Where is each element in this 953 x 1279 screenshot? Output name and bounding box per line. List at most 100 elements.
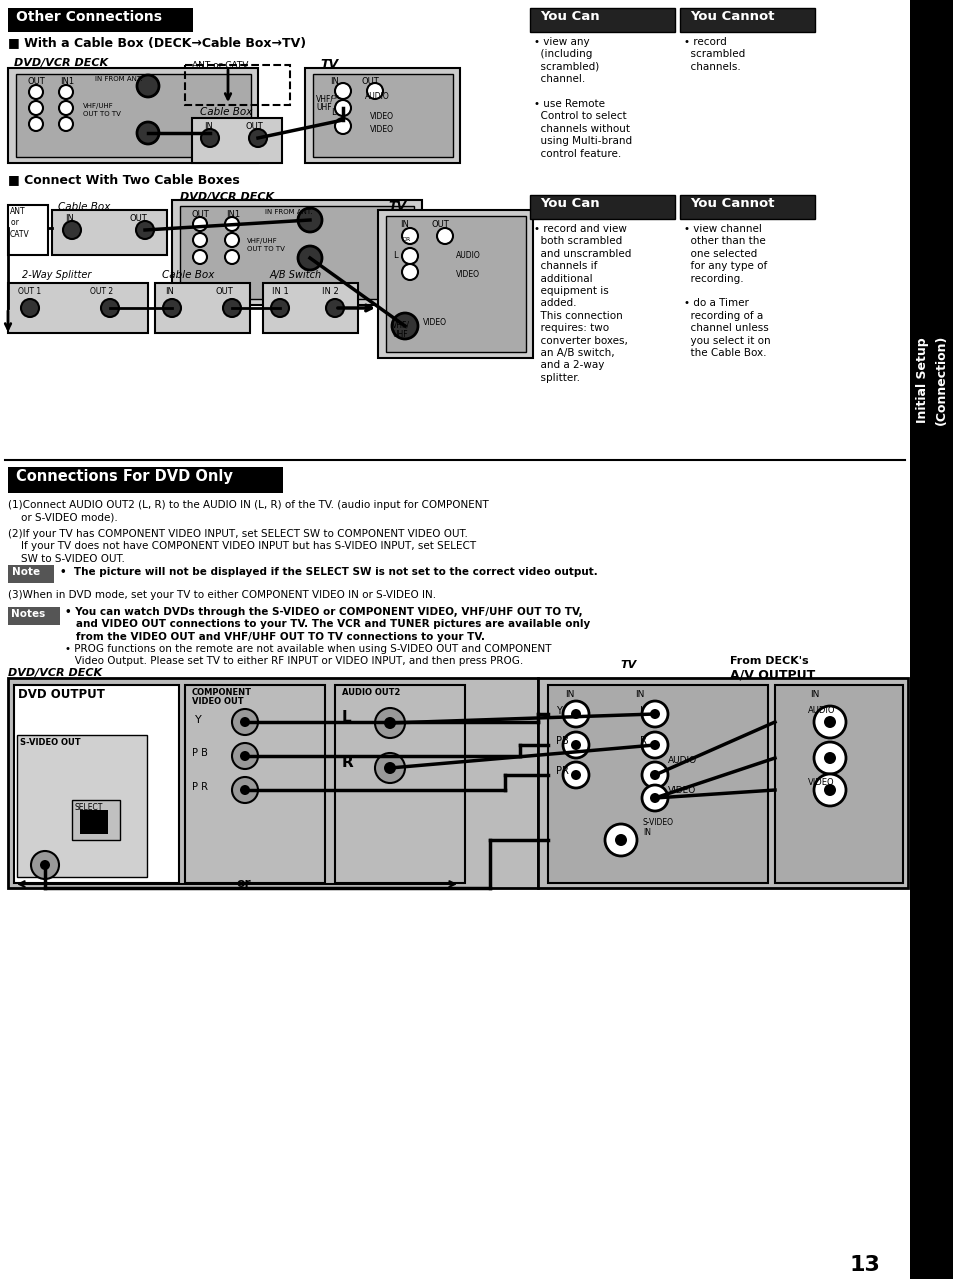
Text: You Cannot: You Cannot bbox=[689, 197, 774, 210]
Text: IN1: IN1 bbox=[226, 210, 240, 219]
Text: (1)Connect AUDIO OUT2 (L, R) to the AUDIO IN (L, R) of the TV. (audio input for : (1)Connect AUDIO OUT2 (L, R) to the AUDI… bbox=[8, 500, 488, 522]
Circle shape bbox=[163, 299, 181, 317]
Circle shape bbox=[367, 83, 382, 98]
Circle shape bbox=[562, 701, 588, 726]
Text: •  The picture will not be displayed if the SELECT SW is not set to the correct : • The picture will not be displayed if t… bbox=[60, 567, 598, 577]
Text: AUDIO: AUDIO bbox=[807, 706, 835, 715]
Circle shape bbox=[384, 718, 395, 729]
Text: PB: PB bbox=[556, 735, 568, 746]
Circle shape bbox=[375, 753, 405, 783]
Bar bbox=[17, 735, 147, 877]
Text: TV: TV bbox=[319, 58, 337, 72]
Bar bbox=[16, 74, 251, 157]
Text: COMPONENT: COMPONENT bbox=[192, 688, 252, 697]
Text: IN: IN bbox=[399, 220, 409, 229]
Circle shape bbox=[137, 122, 159, 145]
Circle shape bbox=[813, 742, 845, 774]
Text: VIDEO: VIDEO bbox=[422, 318, 447, 327]
Text: OUT TO TV: OUT TO TV bbox=[247, 246, 285, 252]
Text: A/B Switch: A/B Switch bbox=[270, 270, 322, 280]
Text: VIDEO: VIDEO bbox=[370, 113, 394, 122]
Circle shape bbox=[392, 313, 417, 339]
Circle shape bbox=[401, 248, 417, 263]
Text: Cable Box: Cable Box bbox=[58, 202, 111, 212]
Bar bbox=[192, 118, 282, 162]
Bar bbox=[8, 283, 148, 333]
Circle shape bbox=[562, 762, 588, 788]
Text: IN 1: IN 1 bbox=[272, 286, 289, 295]
Bar bbox=[154, 283, 250, 333]
Text: IN: IN bbox=[564, 689, 574, 700]
Text: • record and view
  both scrambled
  and unscrambled
  channels if
  additional
: • record and view both scrambled and uns… bbox=[534, 224, 631, 382]
Text: UHF: UHF bbox=[392, 330, 407, 339]
Text: 2-Way Splitter: 2-Way Splitter bbox=[22, 270, 91, 280]
Bar bbox=[172, 200, 421, 304]
Text: IN: IN bbox=[642, 828, 650, 836]
Circle shape bbox=[649, 793, 659, 803]
Circle shape bbox=[232, 743, 257, 769]
Bar bbox=[305, 68, 459, 162]
Bar bbox=[313, 74, 453, 157]
Text: OUT: OUT bbox=[215, 286, 233, 295]
Text: IN FROM ANT.: IN FROM ANT. bbox=[265, 208, 313, 215]
Bar bbox=[8, 678, 537, 888]
Circle shape bbox=[436, 228, 453, 244]
Circle shape bbox=[193, 249, 207, 263]
Text: ANT: ANT bbox=[10, 207, 26, 216]
Circle shape bbox=[641, 732, 667, 758]
Circle shape bbox=[137, 75, 159, 97]
Circle shape bbox=[225, 217, 239, 231]
Text: L: L bbox=[341, 710, 352, 725]
Circle shape bbox=[823, 752, 835, 764]
Text: OUT: OUT bbox=[130, 214, 148, 223]
Circle shape bbox=[384, 762, 395, 774]
Text: Cable Box: Cable Box bbox=[162, 270, 214, 280]
Text: VIDEO OUT: VIDEO OUT bbox=[192, 697, 243, 706]
Text: DVD/VCR DECK: DVD/VCR DECK bbox=[180, 192, 274, 202]
Text: (2)If your TV has COMPONENT VIDEO INPUT, set SELECT SW to COMPONENT VIDEO OUT.
 : (2)If your TV has COMPONENT VIDEO INPUT,… bbox=[8, 530, 476, 564]
Text: VIDEO: VIDEO bbox=[456, 270, 479, 279]
Bar bbox=[180, 206, 414, 299]
Circle shape bbox=[193, 233, 207, 247]
Circle shape bbox=[223, 299, 241, 317]
Text: R: R bbox=[341, 755, 354, 770]
Text: L: L bbox=[639, 706, 645, 716]
Circle shape bbox=[823, 716, 835, 728]
Circle shape bbox=[232, 709, 257, 735]
Circle shape bbox=[59, 116, 73, 130]
Text: VIDEO: VIDEO bbox=[667, 787, 696, 796]
Text: Initial Setup
(Connection): Initial Setup (Connection) bbox=[916, 335, 946, 425]
Text: L: L bbox=[393, 251, 397, 260]
Bar bbox=[71, 799, 120, 840]
Text: AUDIO OUT2: AUDIO OUT2 bbox=[341, 688, 400, 697]
Text: From DECK's: From DECK's bbox=[729, 656, 808, 666]
Text: IN FROM ANT.: IN FROM ANT. bbox=[95, 75, 142, 82]
Bar bbox=[8, 467, 283, 492]
Circle shape bbox=[641, 701, 667, 726]
Bar bbox=[80, 810, 108, 834]
Text: S-VIDEO OUT: S-VIDEO OUT bbox=[20, 738, 81, 747]
Bar bbox=[386, 216, 525, 352]
Circle shape bbox=[271, 299, 289, 317]
Circle shape bbox=[401, 263, 417, 280]
Text: S-VIDEO: S-VIDEO bbox=[642, 819, 673, 828]
Text: • record
  scrambled
  channels.: • record scrambled channels. bbox=[683, 37, 744, 72]
Circle shape bbox=[641, 762, 667, 788]
Text: VHF/UHF: VHF/UHF bbox=[247, 238, 277, 244]
Text: • You can watch DVDs through the S-VIDEO or COMPONENT VIDEO, VHF/UHF OUT TO TV,
: • You can watch DVDs through the S-VIDEO… bbox=[65, 608, 590, 642]
Text: OUT: OUT bbox=[28, 77, 46, 86]
Bar bbox=[909, 0, 953, 1279]
Bar bbox=[679, 194, 814, 219]
Circle shape bbox=[136, 221, 153, 239]
Text: Connections For DVD Only: Connections For DVD Only bbox=[16, 469, 233, 483]
Text: IN: IN bbox=[635, 689, 643, 700]
Text: Note: Note bbox=[12, 567, 40, 577]
Text: R: R bbox=[639, 735, 646, 746]
Text: • PROG functions on the remote are not available when using S-VIDEO OUT and COMP: • PROG functions on the remote are not a… bbox=[65, 645, 551, 666]
Circle shape bbox=[571, 709, 580, 719]
Bar bbox=[530, 194, 675, 219]
Text: Y: Y bbox=[194, 715, 201, 725]
Text: IN: IN bbox=[165, 286, 173, 295]
Circle shape bbox=[232, 778, 257, 803]
Circle shape bbox=[649, 741, 659, 749]
